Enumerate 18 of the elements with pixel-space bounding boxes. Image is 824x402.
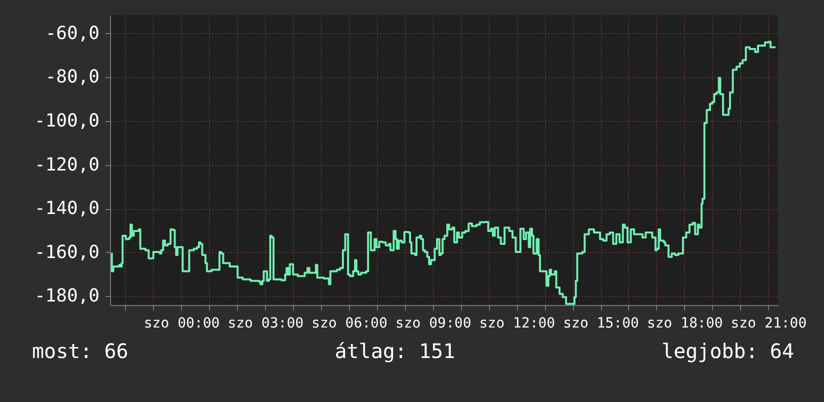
text: legjobb: 64	[662, 339, 794, 363]
y-tick-label: -80,0	[45, 66, 100, 88]
x-tick-label: szo 03:00	[228, 316, 304, 332]
x-tick-label: szo 06:00	[312, 316, 388, 332]
y-tick-label: -160,0	[34, 242, 100, 263]
text: átlag: 151	[334, 339, 456, 363]
x-tick-label: szo 21:00	[730, 316, 807, 332]
y-tick-label: -100,0	[34, 110, 100, 132]
x-tick-label: szo 09:00	[395, 316, 472, 332]
text: most: 66	[32, 339, 128, 363]
x-tick-label: szo 00:00	[144, 316, 220, 332]
y-tick-label: -180,0	[34, 286, 100, 307]
x-tick-label: szo 12:00	[479, 316, 556, 332]
y-tick-label: -120,0	[34, 154, 100, 176]
x-tick-label: szo 18:00	[646, 316, 723, 332]
x-tick-label: szo 15:00	[563, 316, 639, 332]
y-tick-label: -60,0	[45, 22, 100, 44]
y-tick-label: -140,0	[34, 198, 100, 220]
